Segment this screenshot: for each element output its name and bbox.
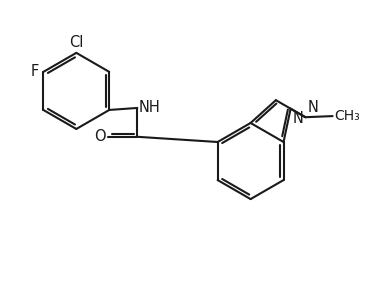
Text: N: N bbox=[307, 100, 318, 115]
Text: Cl: Cl bbox=[69, 35, 84, 50]
Text: F: F bbox=[31, 64, 39, 80]
Text: N: N bbox=[293, 111, 303, 126]
Text: O: O bbox=[94, 129, 105, 144]
Text: CH₃: CH₃ bbox=[335, 109, 360, 123]
Text: NH: NH bbox=[138, 100, 160, 116]
